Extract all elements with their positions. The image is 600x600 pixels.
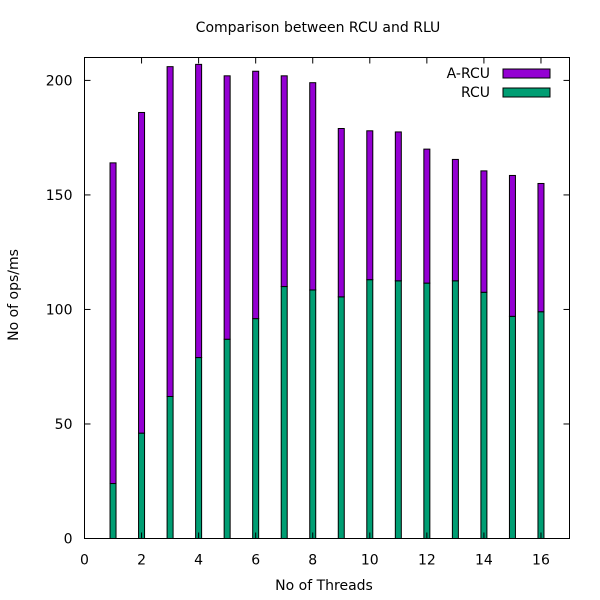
x-tick-label: 2 <box>137 553 146 569</box>
bars-group <box>109 63 545 540</box>
bar-rcu <box>252 318 260 539</box>
x-tick-label: 6 <box>251 553 260 569</box>
legend-swatch <box>502 68 551 79</box>
bar-a-rcu <box>280 75 288 288</box>
bar-rcu <box>223 338 231 539</box>
x-tick-label: 16 <box>532 553 550 569</box>
x-tick-label: 14 <box>475 553 493 569</box>
bar-rcu <box>337 296 345 539</box>
x-tick-label: 10 <box>361 553 379 569</box>
bar-rcu <box>138 432 146 539</box>
x-tick-label: 0 <box>80 553 89 569</box>
bar-rcu <box>366 279 374 539</box>
bar-rcu <box>280 286 288 539</box>
bar-rcu <box>451 280 459 539</box>
bar-rcu <box>309 289 317 539</box>
bar-rcu <box>537 311 545 539</box>
y-axis-label: No of ops/ms <box>6 249 22 341</box>
bar-a-rcu <box>508 174 516 317</box>
bar-rcu <box>480 291 488 539</box>
legend-label: A-RCU <box>447 66 490 82</box>
y-tick-label: 200 <box>46 73 73 89</box>
bar-a-rcu <box>195 63 203 359</box>
y-tick-label: 50 <box>55 417 73 433</box>
bar-rcu <box>195 357 203 539</box>
bar-a-rcu <box>252 70 260 320</box>
legend: A-RCU RCU <box>447 66 551 101</box>
y-tick-label: 150 <box>46 188 73 204</box>
chart-title: Comparison between RCU and RLU <box>196 20 441 36</box>
bar-a-rcu <box>309 82 317 291</box>
x-axis-label: No of Threads <box>275 578 373 594</box>
bar-rcu <box>423 282 431 539</box>
bar-rcu <box>394 280 402 539</box>
bar-rcu <box>508 315 516 540</box>
bar-a-rcu <box>451 158 459 282</box>
y-tick-label: 0 <box>64 532 73 548</box>
bar-rcu <box>166 395 174 539</box>
x-tick-label: 8 <box>308 553 317 569</box>
bar-a-rcu <box>166 66 174 397</box>
plot-frame <box>84 57 570 539</box>
bar-a-rcu <box>337 128 345 298</box>
bar-a-rcu <box>109 162 117 485</box>
bar-a-rcu <box>366 130 374 281</box>
bar-a-rcu <box>394 131 402 282</box>
bar-a-rcu <box>537 182 545 313</box>
x-tick-label: 12 <box>418 553 436 569</box>
legend-label: RCU <box>461 85 490 101</box>
bar-a-rcu <box>223 75 231 340</box>
bar-a-rcu <box>423 148 431 284</box>
bar-a-rcu <box>480 170 488 293</box>
legend-swatch <box>502 87 551 98</box>
ticks-group: 0 2 4 6 8 10 12 14 16 0 50 100 150 200 <box>46 57 570 569</box>
bar-rcu <box>109 483 117 539</box>
x-tick-label: 4 <box>194 553 203 569</box>
bar-a-rcu <box>138 111 146 434</box>
y-tick-label: 100 <box>46 302 73 318</box>
